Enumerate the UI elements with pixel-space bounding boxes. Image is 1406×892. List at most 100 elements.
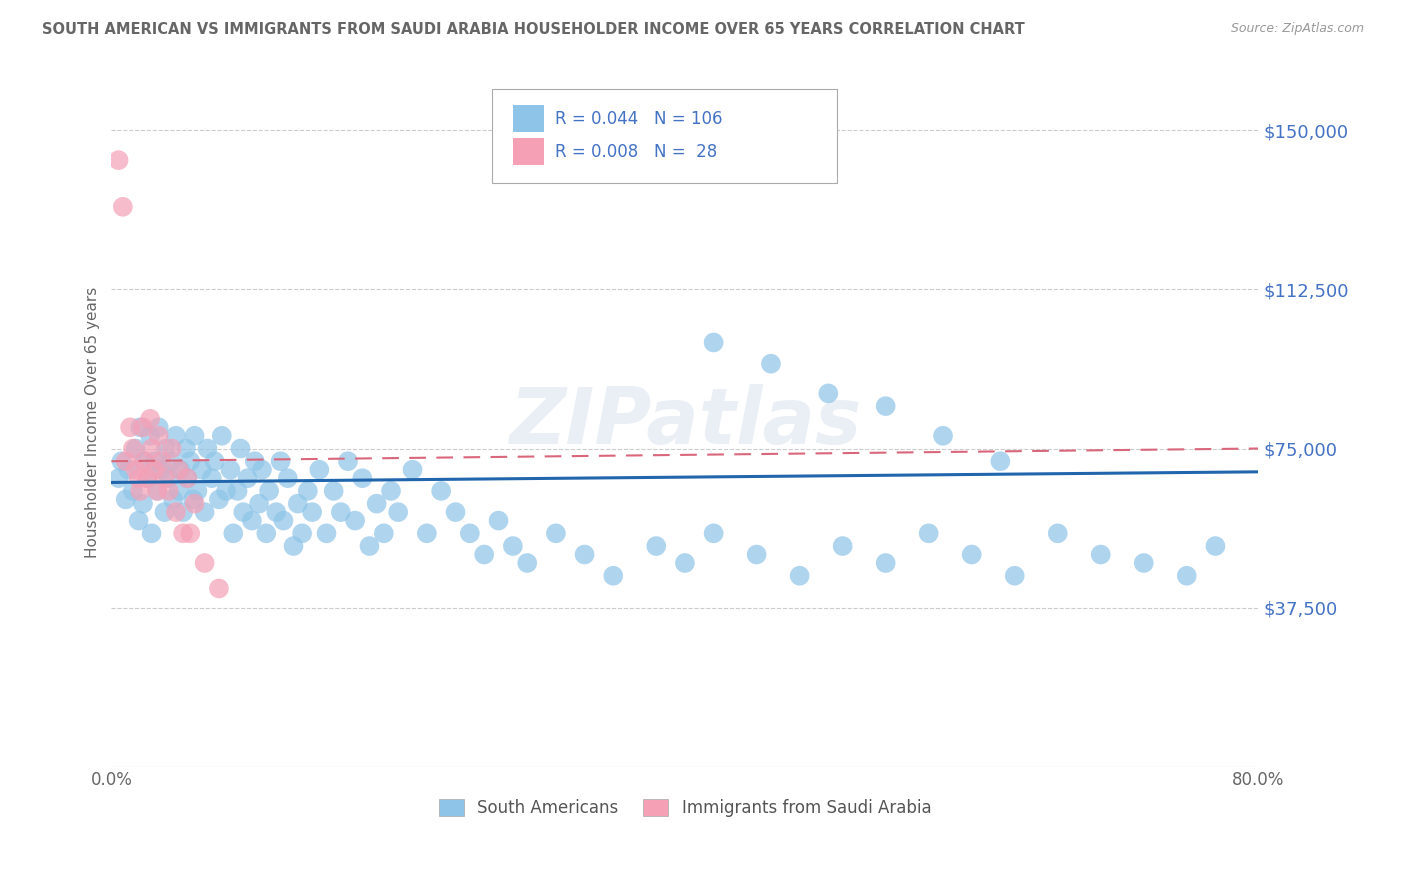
Point bbox=[544, 526, 567, 541]
Point bbox=[1175, 568, 1198, 582]
Point bbox=[745, 548, 768, 562]
Point bbox=[111, 200, 134, 214]
Point bbox=[122, 442, 145, 456]
Point bbox=[918, 526, 941, 541]
Point bbox=[932, 429, 955, 443]
Point bbox=[266, 505, 288, 519]
Point bbox=[502, 539, 524, 553]
Point bbox=[146, 483, 169, 498]
Point bbox=[703, 335, 725, 350]
Point bbox=[148, 420, 170, 434]
Point bbox=[197, 442, 219, 456]
Point bbox=[181, 492, 204, 507]
Point bbox=[673, 556, 696, 570]
Point bbox=[344, 514, 367, 528]
Point bbox=[831, 539, 853, 553]
Point bbox=[129, 420, 152, 434]
Point bbox=[254, 526, 277, 541]
Point bbox=[277, 471, 299, 485]
Point bbox=[1204, 539, 1226, 553]
Point bbox=[222, 526, 245, 541]
Point bbox=[114, 492, 136, 507]
Point bbox=[183, 429, 205, 443]
Point bbox=[128, 514, 150, 528]
Point bbox=[960, 548, 983, 562]
Point bbox=[416, 526, 439, 541]
Point bbox=[359, 539, 381, 553]
Point bbox=[240, 514, 263, 528]
Text: R = 0.044   N = 106: R = 0.044 N = 106 bbox=[555, 110, 723, 128]
Point bbox=[387, 505, 409, 519]
Point bbox=[759, 357, 782, 371]
Point bbox=[118, 420, 141, 434]
Point bbox=[211, 429, 233, 443]
Point bbox=[229, 442, 252, 456]
Text: SOUTH AMERICAN VS IMMIGRANTS FROM SAUDI ARABIA HOUSEHOLDER INCOME OVER 65 YEARS : SOUTH AMERICAN VS IMMIGRANTS FROM SAUDI … bbox=[42, 22, 1025, 37]
Point bbox=[817, 386, 839, 401]
Point bbox=[179, 454, 201, 468]
Point bbox=[162, 492, 184, 507]
Point bbox=[172, 505, 194, 519]
Point bbox=[155, 442, 177, 456]
Point bbox=[167, 483, 190, 498]
Point bbox=[160, 454, 183, 468]
Point bbox=[169, 463, 191, 477]
Point bbox=[875, 399, 897, 413]
Y-axis label: Householder Income Over 65 years: Householder Income Over 65 years bbox=[86, 286, 100, 558]
Point bbox=[1046, 526, 1069, 541]
Point bbox=[247, 497, 270, 511]
Point bbox=[125, 442, 148, 456]
Point bbox=[179, 526, 201, 541]
Text: ZIPatlas: ZIPatlas bbox=[509, 384, 860, 460]
Point bbox=[283, 539, 305, 553]
Point bbox=[352, 471, 374, 485]
Point bbox=[146, 483, 169, 498]
Point bbox=[287, 497, 309, 511]
Point bbox=[136, 471, 159, 485]
Point bbox=[186, 483, 208, 498]
Point bbox=[789, 568, 811, 582]
Point bbox=[875, 556, 897, 570]
Point bbox=[139, 429, 162, 443]
Point bbox=[444, 505, 467, 519]
Point bbox=[150, 454, 173, 468]
Point bbox=[337, 454, 360, 468]
Point bbox=[270, 454, 292, 468]
Point bbox=[153, 505, 176, 519]
Point bbox=[315, 526, 337, 541]
Point bbox=[194, 505, 217, 519]
Point bbox=[157, 483, 180, 498]
Point bbox=[143, 454, 166, 468]
Point bbox=[141, 442, 163, 456]
Point bbox=[373, 526, 395, 541]
Point bbox=[308, 463, 330, 477]
Point bbox=[243, 454, 266, 468]
Point bbox=[291, 526, 314, 541]
Point bbox=[236, 471, 259, 485]
Point bbox=[125, 463, 148, 477]
Point bbox=[174, 442, 197, 456]
Point bbox=[1004, 568, 1026, 582]
Point bbox=[128, 471, 150, 485]
Point bbox=[117, 463, 139, 477]
Point bbox=[129, 483, 152, 498]
Point bbox=[257, 483, 280, 498]
Legend: South Americans, Immigrants from Saudi Arabia: South Americans, Immigrants from Saudi A… bbox=[432, 792, 938, 823]
Point bbox=[232, 505, 254, 519]
Point bbox=[329, 505, 352, 519]
Point bbox=[574, 548, 596, 562]
Point bbox=[488, 514, 510, 528]
Point bbox=[645, 539, 668, 553]
Point bbox=[380, 483, 402, 498]
Point bbox=[148, 429, 170, 443]
Point bbox=[165, 429, 187, 443]
Point bbox=[208, 582, 231, 596]
Point bbox=[132, 497, 155, 511]
Point bbox=[150, 463, 173, 477]
Point bbox=[143, 463, 166, 477]
Point bbox=[141, 526, 163, 541]
Point bbox=[157, 471, 180, 485]
Point bbox=[153, 471, 176, 485]
Point bbox=[132, 420, 155, 434]
Point bbox=[183, 497, 205, 511]
